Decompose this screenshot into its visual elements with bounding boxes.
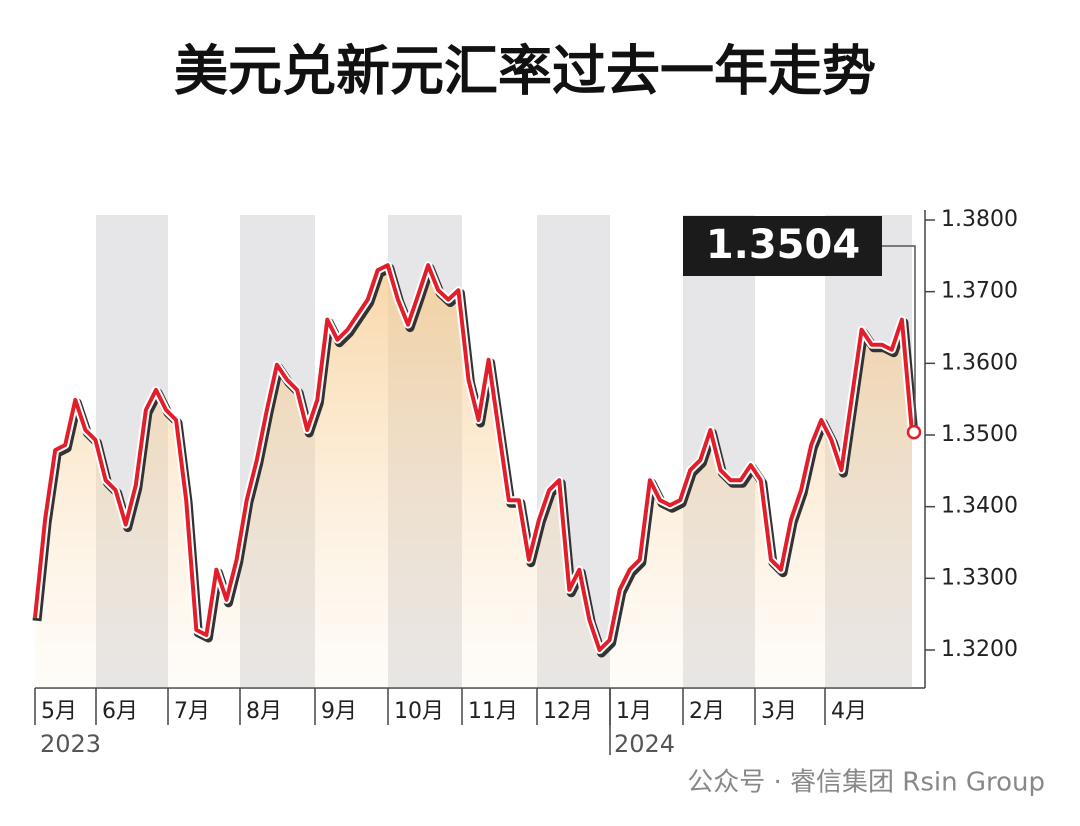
month-label: 10月: [394, 699, 444, 724]
y-tick-label: 1.3800: [941, 207, 1018, 232]
month-label: 9月: [321, 699, 357, 724]
y-tick-label: 1.3300: [941, 565, 1018, 590]
month-label: 2月: [689, 699, 725, 724]
month-label: 8月: [246, 699, 282, 724]
month-label: 4月: [831, 699, 867, 724]
chart-title: 美元兑新元汇率过去一年走势: [174, 40, 876, 103]
month-label: 3月: [761, 699, 797, 724]
y-tick-label: 1.3700: [941, 279, 1018, 304]
month-label: 1月: [616, 699, 652, 724]
month-label: 7月: [174, 699, 210, 724]
y-tick-label: 1.3600: [941, 350, 1018, 375]
month-label: 5月: [41, 699, 77, 724]
annotation-box: [683, 216, 882, 276]
watermark: 公众号 · 睿信集团 Rsin Group: [687, 768, 1045, 798]
line: [33, 263, 914, 652]
y-tick-label: 1.3400: [941, 494, 1018, 519]
y-tick-label: 1.3200: [941, 637, 1018, 662]
area: [35, 265, 912, 688]
annotation: 1.3504: [706, 222, 860, 268]
y-tick-label: 1.3500: [941, 422, 1018, 447]
end-marker: [906, 424, 922, 440]
month-label: 12月: [543, 699, 593, 724]
month-label: 11月: [468, 699, 518, 724]
year-label: 2024: [614, 730, 675, 758]
year-label: 2023: [40, 730, 101, 758]
month-label: 6月: [102, 699, 138, 724]
annotation-leader: [882, 245, 916, 427]
